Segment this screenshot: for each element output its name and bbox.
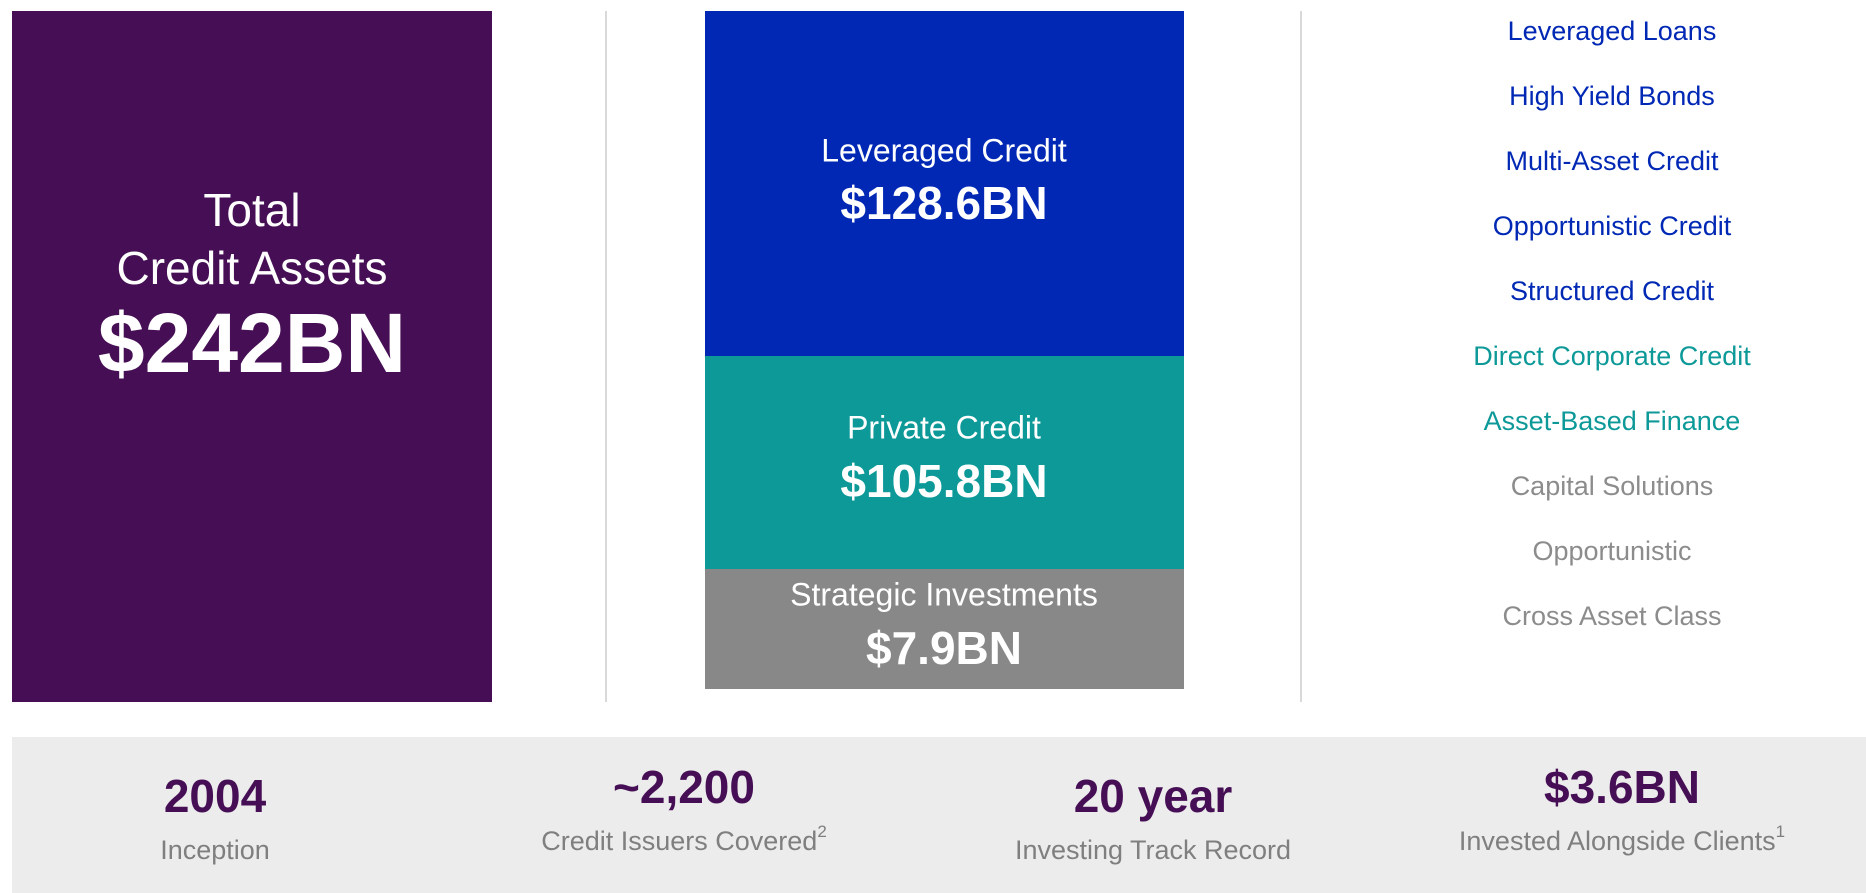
segment-block [705, 11, 1184, 356]
strategy-name: Capital Solutions [1511, 471, 1714, 501]
segment-block [705, 569, 1184, 689]
stat-label-text: Invested Alongside Clients [1459, 826, 1776, 856]
segment-label: Strategic Investments [790, 576, 1098, 612]
segment-value: $128.6BN [840, 177, 1047, 229]
strategy-name: Cross Asset Class [1502, 601, 1721, 631]
stats-band [12, 737, 1866, 893]
total-label: Total [203, 184, 300, 236]
strategy-name: Leveraged Loans [1508, 16, 1717, 46]
segment-label: Leveraged Credit [821, 132, 1067, 168]
segment-label: Private Credit [847, 409, 1041, 445]
segment-value: $7.9BN [866, 622, 1022, 674]
stat-label-text: Inception [160, 835, 270, 865]
strategy-name: High Yield Bonds [1509, 81, 1715, 111]
stat-label-text: Investing Track Record [1015, 835, 1291, 865]
footnote: 1 [1776, 822, 1785, 841]
stat-label: Inception [160, 835, 270, 865]
total-value: $242BN [98, 296, 406, 390]
total-block [12, 11, 492, 702]
strategy-name: Structured Credit [1510, 276, 1715, 306]
strategy-name: Multi-Asset Credit [1505, 146, 1719, 176]
stat-value: $3.6BN [1544, 761, 1700, 813]
strategy-name: Asset-Based Finance [1484, 406, 1741, 436]
total-label: Credit Assets [117, 242, 388, 294]
stat-label: Invested Alongside Clients1 [1459, 822, 1785, 856]
stat-value: 2004 [164, 770, 267, 822]
segment-value: $105.8BN [840, 455, 1047, 507]
stat-value: 20 year [1074, 770, 1233, 822]
stat-label: Credit Issuers Covered2 [541, 822, 827, 856]
stat-value: ~2,200 [613, 761, 755, 813]
stat-label-text: Credit Issuers Covered [541, 826, 817, 856]
segment-block [705, 356, 1184, 569]
strategy-name: Direct Corporate Credit [1473, 341, 1751, 371]
strategy-name: Opportunistic [1532, 536, 1691, 566]
stat-label: Investing Track Record [1015, 835, 1291, 865]
footnote: 2 [817, 822, 826, 841]
strategy-name: Opportunistic Credit [1493, 211, 1732, 241]
